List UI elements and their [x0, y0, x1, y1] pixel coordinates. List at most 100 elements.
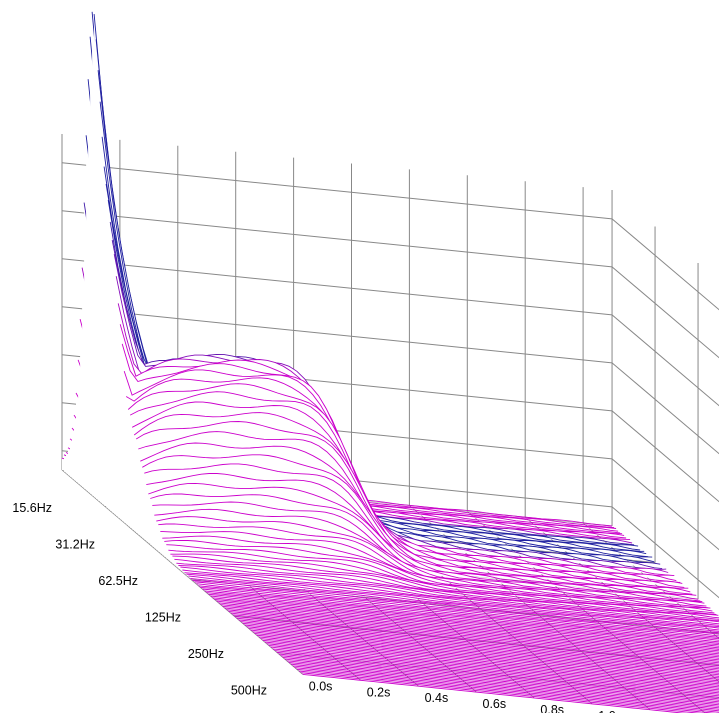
slice-line — [216, 600, 719, 653]
slice-line — [174, 558, 719, 621]
slice-line — [282, 656, 719, 703]
slice-line — [129, 391, 681, 584]
slice-line — [212, 597, 719, 650]
slice-line — [250, 629, 719, 679]
slice-line — [180, 566, 719, 626]
time-tick-label: 0.0s — [309, 679, 333, 693]
slice-line — [178, 565, 719, 625]
slice-fill — [172, 556, 719, 620]
slice-line — [184, 572, 719, 629]
time-tick-label: 0.2s — [367, 685, 391, 699]
slice-fill — [182, 570, 719, 627]
time-tick-label: 1.0s — [598, 709, 622, 713]
slice-line — [276, 651, 719, 698]
grid-line — [61, 162, 613, 220]
slice-line — [296, 668, 719, 713]
slice-line — [168, 549, 719, 616]
slice-line — [198, 585, 719, 640]
slice-line — [238, 619, 719, 670]
slice-line — [292, 665, 719, 710]
slice-line — [220, 604, 719, 656]
frequency-tick-label: 62.5Hz — [98, 574, 138, 588]
slice-line — [230, 612, 719, 664]
grid-line — [611, 218, 719, 311]
grid-line — [611, 410, 719, 503]
slice-line — [254, 633, 719, 682]
slice-line — [266, 643, 719, 691]
slice-line — [154, 508, 705, 604]
slice-line — [210, 595, 719, 649]
grid-line — [611, 266, 719, 359]
slice-line — [218, 602, 719, 655]
slice-line — [200, 586, 719, 641]
slice-line — [226, 609, 719, 661]
slice-line — [256, 634, 719, 683]
frequency-tick-label: 250Hz — [188, 647, 224, 661]
slice-line — [228, 610, 719, 662]
slice-line — [166, 544, 717, 615]
grid-line — [61, 258, 613, 316]
slice-line — [196, 583, 719, 638]
slice-line — [206, 592, 719, 646]
slice-line — [252, 631, 719, 680]
slice-line — [176, 562, 719, 623]
slice-line — [194, 581, 719, 637]
frequency-tick-label: 125Hz — [145, 611, 181, 625]
waterfall-slices — [61, 11, 719, 713]
slice-line — [244, 624, 719, 674]
time-tick-label: 0.6s — [483, 697, 507, 711]
grid-line — [190, 579, 719, 634]
slice-line — [192, 579, 719, 635]
slice-line — [262, 639, 719, 688]
frequency-tick-label: 500Hz — [231, 684, 267, 698]
slice-line — [115, 276, 667, 571]
frequency-tick-label: 15.6Hz — [12, 501, 52, 515]
slice-line — [274, 650, 719, 697]
slice-line — [284, 658, 719, 704]
slice-line — [242, 622, 719, 673]
slice-fill — [180, 567, 719, 626]
grid-line — [611, 314, 719, 407]
slice-line — [260, 638, 719, 686]
slice-line — [272, 648, 719, 695]
slice-line — [232, 614, 719, 665]
slice-line — [204, 590, 719, 644]
slice-line — [152, 501, 703, 602]
time-tick-label: 0.8s — [540, 703, 564, 713]
slice-line — [162, 535, 713, 612]
slice-fill — [192, 580, 719, 635]
slice-line — [182, 569, 719, 628]
slice-line — [224, 607, 719, 659]
time-tick-label: 0.4s — [425, 691, 449, 705]
slice-line — [298, 670, 716, 713]
slice-line — [222, 605, 719, 658]
slice-line — [248, 627, 719, 677]
slice-line — [202, 588, 719, 643]
slice-line — [188, 575, 719, 632]
slice-line — [286, 660, 719, 706]
slice-line — [138, 431, 689, 590]
grid-line — [611, 362, 719, 455]
slice-line — [172, 555, 719, 620]
slice-line — [288, 662, 719, 707]
tick-labels: 115.0dBSPL120.0dBSPL125.0dBSPL130.0dBSPL… — [12, 501, 622, 713]
slice-line — [186, 573, 719, 631]
grid-line — [61, 210, 613, 268]
slice-line — [234, 616, 719, 667]
frequency-tick-label: 31.2Hz — [55, 538, 95, 552]
slice-line — [280, 655, 719, 701]
slice-line — [290, 663, 719, 709]
slice-fill — [178, 565, 719, 624]
slice-line — [278, 653, 719, 700]
grid-line — [611, 506, 719, 599]
slice-line — [214, 599, 719, 652]
grid-line — [611, 458, 719, 551]
slice-line — [270, 646, 719, 694]
slice-line — [131, 401, 683, 584]
slice-line — [264, 641, 719, 689]
slice-line — [146, 473, 697, 596]
slice-line — [302, 673, 687, 713]
slice-line — [236, 617, 719, 668]
slice-line — [240, 621, 719, 671]
